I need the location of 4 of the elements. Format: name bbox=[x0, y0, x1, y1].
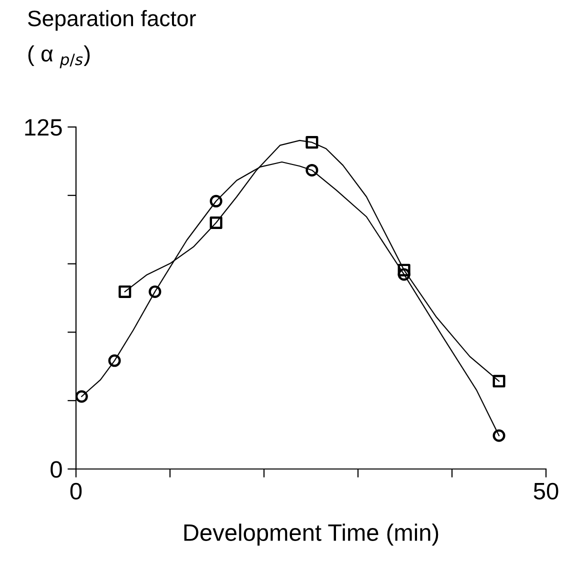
y-axis-title: Separation factor ( α $_{p/s}$) bbox=[28, 10, 196, 68]
x-tick-label: 50 bbox=[534, 482, 558, 500]
x-axis-title: Development Time (min) bbox=[184, 524, 438, 546]
y-tick-label: 125 bbox=[25, 119, 62, 136]
